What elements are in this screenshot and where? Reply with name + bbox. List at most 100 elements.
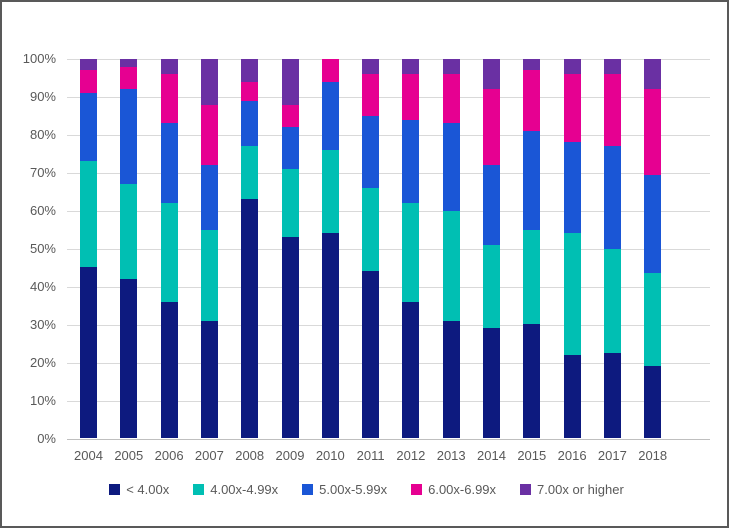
legend-item: 7.00x or higher (520, 482, 624, 497)
bar-segment (402, 301, 420, 438)
x-axis-label: 2017 (597, 448, 627, 463)
bar-segment (120, 59, 138, 67)
bar-segment (200, 320, 218, 438)
bar-segment (402, 203, 420, 302)
gridline (67, 97, 710, 98)
bar-segment (402, 74, 420, 120)
bar-segment (644, 366, 662, 438)
bar-segment (442, 123, 460, 211)
bar-segment (483, 59, 500, 90)
bar-segment (281, 104, 299, 128)
bar-segment (80, 267, 97, 438)
bar-segment (160, 203, 178, 302)
legend-item: 6.00x-6.99x (411, 482, 496, 497)
x-axis-label: 2010 (315, 448, 345, 463)
gridline (67, 363, 710, 364)
bar-2008 (241, 59, 259, 438)
legend-swatch-icon (109, 484, 121, 495)
bar-segment (362, 187, 380, 272)
bar-segment (644, 174, 662, 274)
bar-segment (563, 354, 581, 438)
bar-segment (241, 59, 259, 82)
bar-segment (402, 119, 420, 204)
x-axis-label: 2005 (114, 448, 144, 463)
legend-swatch-icon (411, 484, 423, 495)
bar-segment (644, 59, 662, 90)
x-axis-label: 2015 (517, 448, 547, 463)
y-axis: 0% 10% 20% 30% 40% 50% 60% 70% 80% 90% 100% (2, 51, 58, 446)
x-axis-label: 2007 (194, 448, 224, 463)
gridline (67, 325, 710, 326)
bar-segment (603, 74, 621, 147)
bar-segment (321, 81, 339, 150)
bar-2016 (563, 59, 581, 438)
legend-label: < 4.00x (126, 482, 170, 497)
bar-segment (603, 352, 621, 438)
bar-2010 (321, 59, 339, 438)
y-axis-label: 70% (29, 165, 56, 180)
y-axis-label: 80% (29, 127, 56, 142)
bar-segment (644, 89, 662, 175)
legend-label: 4.00x-4.99x (210, 482, 279, 497)
bar-segment (563, 233, 581, 355)
bar-segment (120, 89, 138, 185)
bar-segment (120, 66, 138, 90)
y-axis-label: 40% (29, 279, 56, 294)
bar-segment (442, 59, 460, 75)
legend-label: 5.00x-5.99x (319, 482, 388, 497)
bar-segment (160, 59, 178, 75)
y-axis-label: 0% (37, 431, 56, 446)
y-axis-label: 30% (29, 317, 56, 332)
gridline (67, 135, 710, 136)
bar-segment (281, 59, 299, 105)
x-axis-label: 2012 (396, 448, 426, 463)
bar-segment (362, 115, 380, 188)
bar-segment (160, 123, 178, 204)
bar-segment (563, 74, 581, 143)
bar-segment (603, 248, 621, 353)
bar-segment (523, 229, 541, 325)
bar-2007 (200, 59, 218, 438)
legend-item: < 4.00x (109, 482, 169, 497)
x-axis-label: 2008 (235, 448, 265, 463)
bar-segment (523, 131, 541, 230)
bar-2011 (362, 59, 380, 438)
bar-segment (321, 59, 339, 82)
bar-segment (563, 142, 581, 234)
bar-segment (321, 149, 339, 234)
y-axis-label: 100% (22, 51, 56, 66)
legend-label: 7.00x or higher (537, 482, 624, 497)
bar-segment (80, 70, 97, 94)
gridline (67, 401, 710, 402)
bar-2012 (402, 59, 420, 438)
bar-2017 (603, 59, 621, 438)
bar-segment (200, 229, 218, 321)
bar-segment (483, 328, 500, 438)
bar-segment (160, 74, 178, 124)
x-axis-label: 2004 (74, 448, 103, 463)
x-axis-label: 2009 (275, 448, 305, 463)
legend-label: 6.00x-6.99x (428, 482, 497, 497)
bar-2006 (160, 59, 178, 438)
x-axis: 2004 2005 2006 2007 2008 2009 2010 2011 2012 2013… (67, 448, 710, 466)
bar-segment (523, 59, 541, 71)
bar-segment (200, 104, 218, 166)
bar-segment (200, 59, 218, 105)
bar-segment (80, 161, 97, 268)
legend: < 4.00x 4.00x-4.99x 5.00x-5.99x 6.00x-6.99x… (2, 482, 727, 497)
bar-segment (362, 271, 380, 438)
bar-segment (644, 273, 662, 366)
x-axis-label: 2006 (154, 448, 184, 463)
bar-segment (241, 81, 259, 101)
y-axis-label: 60% (29, 203, 56, 218)
plot-area (67, 59, 710, 440)
bar-segment (402, 59, 420, 75)
bar-segment (442, 74, 460, 124)
bar-2004 (80, 59, 97, 438)
bar-segment (241, 100, 259, 147)
legend-item: 4.00x-4.99x (193, 482, 278, 497)
x-axis-label: 2014 (477, 448, 506, 463)
bar-segment (80, 59, 97, 71)
y-axis-label: 90% (29, 89, 56, 104)
